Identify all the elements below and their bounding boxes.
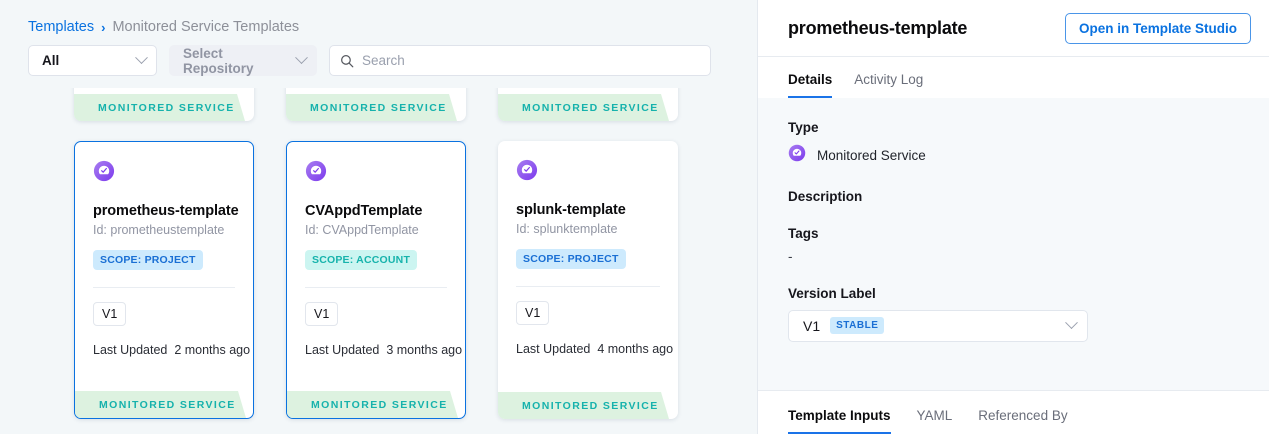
version-label-block: Version Label V1 STABLE [788,286,1239,342]
open-in-template-studio-button[interactable]: Open in Template Studio [1064,12,1251,44]
tab-details[interactable]: Details [788,72,833,98]
card-last-updated-value: 4 months ago [597,342,674,356]
breadcrumb-separator-icon: › [101,19,106,35]
card-title: CVAppdTemplate [305,203,423,219]
card-body: splunk-template Id: splunktemplate SCOPE… [498,141,678,356]
card-version-chip[interactable]: V1 [93,302,127,326]
search-input[interactable] [362,53,700,68]
template-cards-row: prometheus-template Id: prometheustempla… [74,141,678,419]
card-last-updated: Last Updated 2 months ago [93,343,250,357]
search-icon [341,54,354,67]
card-type-ribbon: MONITORED SERVICE [74,94,245,121]
type-label: Type [788,120,819,135]
card-last-updated-label: Last Updated [93,343,168,357]
tags-label: Tags [788,226,819,241]
card-identifier: Id: prometheustemplate [93,223,225,237]
tab-activity-log[interactable]: Activity Log [854,72,924,87]
card-scope-badge: SCOPE: PROJECT [93,250,203,270]
details-bottom-tabs: Template Inputs YAML Referenced By [758,390,1269,434]
repository-filter-value: Select Repository [183,45,254,76]
card-title: splunk-template [516,202,626,218]
template-details-pane: prometheus-template Open in Template Stu… [758,0,1269,434]
card-type-ribbon: MONITORED SERVICE [498,392,669,419]
card-last-updated: Last Updated 4 months ago [516,342,673,356]
type-value-row: Monitored Service [788,144,1239,167]
card-last-updated-value: 3 months ago [386,343,463,357]
type-filter-value: All [42,53,60,68]
repository-filter-select[interactable]: Select Repository [169,45,317,76]
monitored-service-icon [516,159,660,186]
template-card-cvappdtemplate[interactable]: CVAppdTemplate Id: CVAppdTemplate SCOPE:… [286,141,466,419]
card-body: prometheus-template Id: prometheustempla… [75,142,253,357]
template-cards-area: MONITORED SERVICE MONITORED SERVICE MONI… [0,88,757,434]
breadcrumb: Templates › Monitored Service Templates [28,19,299,35]
description-block: Description [788,189,1239,204]
card-type-ribbon: MONITORED SERVICE [286,94,457,121]
details-header: prometheus-template Open in Template Stu… [758,0,1269,56]
card-version-chip[interactable]: V1 [305,302,339,326]
breadcrumb-link-templates[interactable]: Templates [28,19,95,35]
version-label-value: V1 [803,317,821,334]
template-card[interactable]: MONITORED SERVICE [498,88,678,121]
filter-toolbar: All Select Repository [28,45,711,76]
template-card[interactable]: MONITORED SERVICE [74,88,254,121]
version-label-label: Version Label [788,285,876,301]
search-box[interactable] [329,45,711,76]
stable-badge: STABLE [830,317,885,334]
card-divider [93,287,235,288]
card-scope-badge: SCOPE: PROJECT [516,249,626,269]
chevron-down-icon [1065,316,1078,330]
card-identifier: Id: splunktemplate [516,222,618,236]
details-body: Type Monitored Service Description Tags … [758,98,1269,390]
card-type-ribbon: MONITORED SERVICE [498,94,669,121]
card-last-updated-label: Last Updated [305,343,380,357]
tags-block: Tags - [788,226,1239,264]
monitored-service-icon [788,144,806,167]
tags-value: - [788,249,793,264]
pane-divider [757,0,758,434]
description-label: Description [788,189,863,204]
tab-referenced-by[interactable]: Referenced By [978,408,1068,423]
template-card-prometheus-template[interactable]: prometheus-template Id: prometheustempla… [74,141,254,419]
card-last-updated: Last Updated 3 months ago [305,343,462,357]
type-filter-select[interactable]: All [28,45,157,76]
card-last-updated-value: 2 months ago [174,343,251,357]
template-card[interactable]: MONITORED SERVICE [286,88,466,121]
template-card-splunk-template[interactable]: splunk-template Id: splunktemplate SCOPE… [498,141,678,419]
chevron-down-icon [295,51,308,65]
details-tabs: Details Activity Log [758,56,1269,98]
chevron-down-icon [135,51,148,65]
type-value: Monitored Service [817,148,926,163]
templates-list-pane: Templates › Monitored Service Templates … [0,19,757,434]
card-body: CVAppdTemplate Id: CVAppdTemplate SCOPE:… [287,142,465,357]
card-type-ribbon: MONITORED SERVICE [75,391,246,418]
breadcrumb-current: Monitored Service Templates [112,19,300,35]
card-type-ribbon: MONITORED SERVICE [287,391,458,418]
tab-yaml[interactable]: YAML [916,408,953,423]
card-identifier: Id: CVAppdTemplate [305,223,419,237]
card-version-chip[interactable]: V1 [516,301,550,325]
card-last-updated-label: Last Updated [516,342,591,356]
details-title: prometheus-template [788,17,968,38]
monitored-service-icon [93,160,235,187]
template-cards-row-previous: MONITORED SERVICE MONITORED SERVICE MONI… [74,88,678,121]
version-label-select[interactable]: V1 STABLE [788,309,1088,342]
card-title: prometheus-template [93,203,239,219]
tab-template-inputs[interactable]: Template Inputs [788,408,891,434]
card-divider [305,287,447,288]
card-divider [516,286,660,287]
monitored-service-icon [305,160,447,187]
card-scope-badge: SCOPE: ACCOUNT [305,250,418,270]
